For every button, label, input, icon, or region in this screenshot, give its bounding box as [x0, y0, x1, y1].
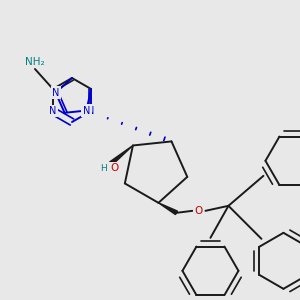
Text: N: N	[52, 88, 59, 98]
Text: O: O	[194, 206, 202, 216]
Text: O: O	[111, 164, 119, 173]
Text: N: N	[49, 106, 57, 116]
Polygon shape	[110, 146, 133, 165]
Text: N: N	[83, 106, 90, 116]
Text: H: H	[100, 164, 107, 173]
Text: N: N	[87, 106, 95, 116]
Polygon shape	[158, 203, 177, 214]
Text: NH₂: NH₂	[25, 57, 45, 67]
